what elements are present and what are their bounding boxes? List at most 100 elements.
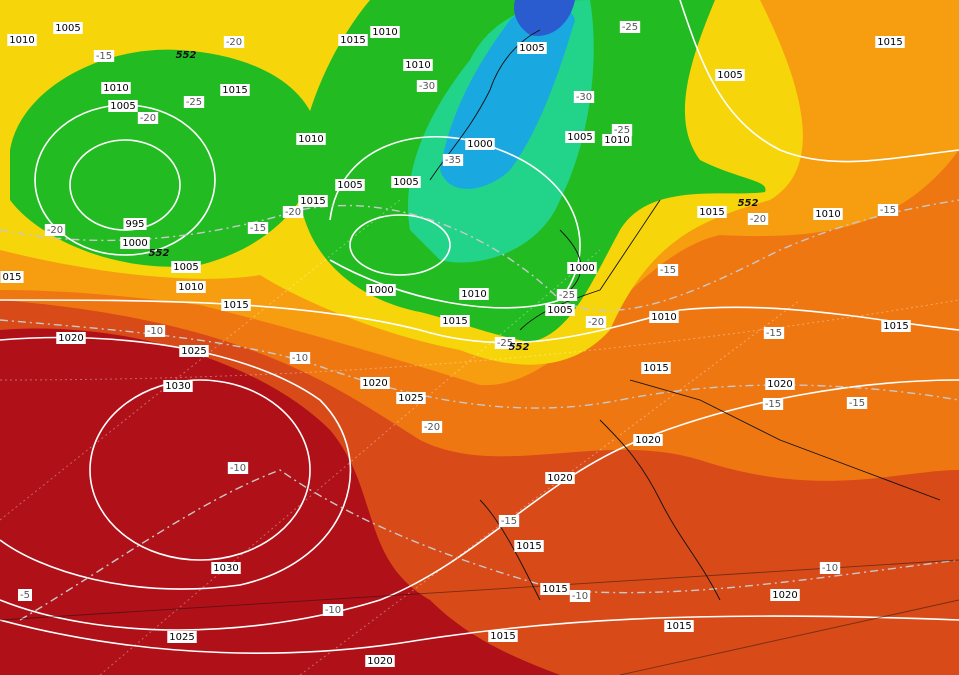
pressure-label-box <box>211 562 241 574</box>
pressure-label-box <box>545 304 575 316</box>
temperature-label-box <box>137 112 159 124</box>
temperature-label: -20 <box>140 113 156 124</box>
pressure-label-box <box>813 208 843 220</box>
pressure-label: 1005 <box>337 180 362 191</box>
pressure-label: 1000 <box>122 238 147 249</box>
temperature-label-box <box>289 352 311 364</box>
temperature-label-box <box>494 337 516 349</box>
pressure-label-box <box>770 589 800 601</box>
temperature-label-box <box>619 21 641 33</box>
pressure-label-box <box>765 378 795 390</box>
temperature-label-box <box>819 562 841 574</box>
pressure-label-box <box>179 345 209 357</box>
pressure-label-box <box>517 42 547 54</box>
isobar <box>349 214 451 276</box>
pressure-label-box <box>697 206 727 218</box>
temperature-label: -20 <box>47 225 63 236</box>
temperature-label: -30 <box>576 92 592 103</box>
pressure-label: 1025 <box>169 632 194 643</box>
pressure-label: 1010 <box>405 60 430 71</box>
pressure-label-box <box>664 620 694 632</box>
temperature-label-box <box>747 213 769 225</box>
temperature-label-box <box>569 590 591 602</box>
temperature-label-box <box>421 421 443 433</box>
temperature-label: -15 <box>849 398 865 409</box>
pressure-label: 1015 <box>666 621 691 632</box>
pressure-label: 1010 <box>372 27 397 38</box>
pressure-label: 1000 <box>467 139 492 150</box>
height-label: 552 <box>149 248 170 259</box>
temperature-label-box <box>846 397 868 409</box>
pressure-label-box <box>108 100 138 112</box>
pressure-label-box <box>370 26 400 38</box>
pressure-label-box <box>296 133 326 145</box>
pressure-label-box <box>163 380 193 392</box>
temperature-label-box <box>93 50 115 62</box>
isobar <box>89 379 311 561</box>
border <box>0 559 959 675</box>
pressure-label: 1020 <box>58 333 83 344</box>
temperature-label: -35 <box>445 155 461 166</box>
pressure-label: 1020 <box>772 590 797 601</box>
isobar <box>0 299 959 344</box>
pressure-label-box <box>298 195 328 207</box>
pressure-label-box <box>567 262 597 274</box>
temperature-label: -20 <box>226 37 242 48</box>
pressure-label: 1005 <box>393 177 418 188</box>
pressure-label: 1025 <box>181 346 206 357</box>
pressure-label-box <box>338 34 368 46</box>
height-label: 552 <box>176 50 197 61</box>
pressure-label-box <box>715 69 745 81</box>
temperature-label: -20 <box>285 207 301 218</box>
pressure-label: 1015 <box>490 631 515 642</box>
pressure-label-box <box>7 34 37 46</box>
temperature-label-box <box>762 398 784 410</box>
coldest-field <box>513 0 575 36</box>
pressure-label: 1030 <box>213 563 238 574</box>
isobar <box>329 136 581 309</box>
pressure-label: 1015 <box>223 300 248 311</box>
temperature-label-box <box>247 222 269 234</box>
temperature-label: -10 <box>822 563 838 574</box>
pressure-label-box <box>540 583 570 595</box>
pressure-label: 1015 <box>516 541 541 552</box>
pressure-label: 1020 <box>547 473 572 484</box>
pressure-label: 1015 <box>699 207 724 218</box>
temperature-label: -10 <box>147 326 163 337</box>
isotherm <box>0 199 959 312</box>
pressure-label: 1000 <box>569 263 594 274</box>
pressure-label: 1010 <box>9 35 34 46</box>
height-label: 552 <box>738 198 759 209</box>
pressure-label: 1005 <box>173 262 198 273</box>
temperature-label: -25 <box>622 22 638 33</box>
temperature-label: -20 <box>588 317 604 328</box>
temperature-label: -25 <box>497 338 513 349</box>
temperature-label: -15 <box>96 51 112 62</box>
pressure-label: 995 <box>125 219 144 230</box>
pressure-label-box <box>459 288 489 300</box>
temperature-label: -5 <box>20 590 30 601</box>
temperature-label-box <box>44 224 66 236</box>
pressure-label: 1005 <box>55 23 80 34</box>
pressure-label: 1015 <box>222 85 247 96</box>
pressure-label-box <box>488 630 518 642</box>
cold-field-west <box>10 49 320 267</box>
temperature-label: -10 <box>230 463 246 474</box>
pressure-label-box <box>176 281 206 293</box>
pressure-label: 1005 <box>717 70 742 81</box>
pressure-label-box <box>633 434 663 446</box>
pressure-label: 1005 <box>567 132 592 143</box>
pressure-label-box <box>123 218 147 230</box>
temperature-label-box <box>498 515 520 527</box>
temperature-label-box <box>18 589 32 601</box>
pressure-label: 1005 <box>547 305 572 316</box>
pressure-label-box <box>649 311 679 323</box>
isobar <box>0 615 959 654</box>
pressure-label: 1020 <box>767 379 792 390</box>
warm-field <box>0 328 560 675</box>
temperature-label: -15 <box>660 265 676 276</box>
pressure-label-box <box>396 392 426 404</box>
pressure-label-box <box>167 631 197 643</box>
